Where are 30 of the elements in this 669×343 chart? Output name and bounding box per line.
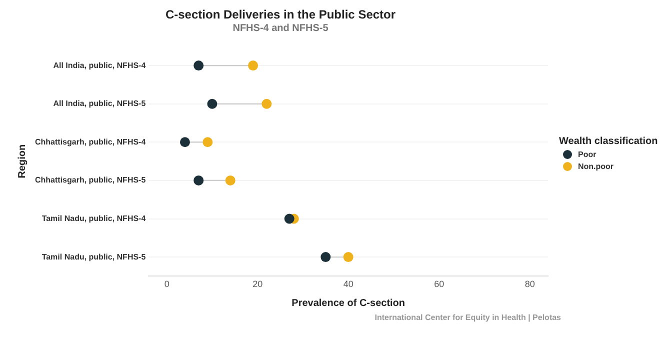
x-tick-label: 0 <box>164 279 170 290</box>
point <box>343 252 354 262</box>
chart-subtitle: NFHS-4 and NFHS-5 <box>232 23 329 34</box>
point <box>207 98 218 109</box>
y-tick-label: Chhattisgarh, public, NFHS-4 <box>35 137 146 146</box>
y-tick-label: Tamil Nadu, public, NFHS-5 <box>42 252 146 262</box>
legend-title: Wealth classification <box>559 136 659 147</box>
legend-label: Poor <box>578 150 596 159</box>
x-tick-label: 60 <box>434 279 444 290</box>
y-tick-label: Chhattisgarh, public, NFHS-5 <box>35 176 146 185</box>
point <box>284 214 294 224</box>
x-tick-label: 80 <box>524 279 535 290</box>
point <box>202 137 213 148</box>
y-tick-label: All India, public, NFHS-5 <box>53 99 146 108</box>
y-axis-title: Region <box>16 144 28 178</box>
point <box>262 98 272 109</box>
chart-title: C-section Deliveries in the Public Sector <box>165 8 396 22</box>
point <box>320 252 331 262</box>
y-tick-label: Tamil Nadu, public, NFHS-4 <box>42 214 146 223</box>
point <box>225 175 236 186</box>
legend-label: Non.poor <box>578 162 614 171</box>
x-tick-label: 40 <box>343 279 354 290</box>
x-axis-title: Prevalence of C-section <box>292 298 406 309</box>
text: International Center for Equity in Health | Pelotas <box>374 313 562 322</box>
x-tick-label: 20 <box>252 279 263 290</box>
point <box>194 175 204 186</box>
point <box>248 60 258 71</box>
point <box>194 60 204 71</box>
point <box>180 137 190 148</box>
y-tick-label: All India, public, NFHS-4 <box>53 60 146 70</box>
